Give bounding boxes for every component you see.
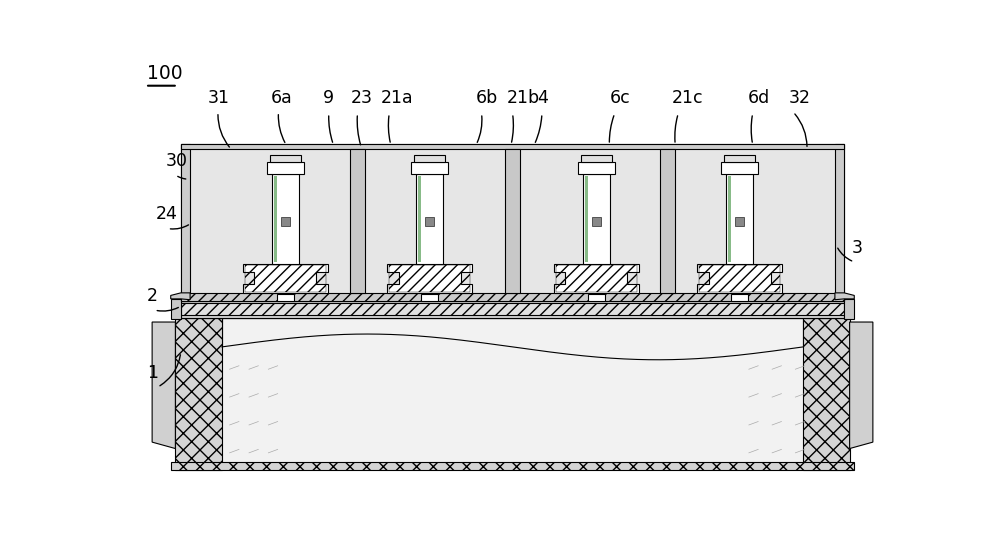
Bar xyxy=(581,155,612,162)
Polygon shape xyxy=(171,299,181,320)
Bar xyxy=(181,144,190,301)
Polygon shape xyxy=(171,293,190,300)
Bar xyxy=(735,217,744,226)
Polygon shape xyxy=(835,293,854,300)
Text: 32: 32 xyxy=(788,89,810,107)
Text: 21c: 21c xyxy=(672,89,704,107)
Bar xyxy=(421,294,438,301)
Bar xyxy=(425,217,434,226)
Bar xyxy=(505,149,520,293)
Bar xyxy=(721,162,758,174)
Text: 24: 24 xyxy=(156,206,178,223)
Bar xyxy=(411,162,448,174)
Bar xyxy=(171,462,854,470)
Bar xyxy=(556,265,637,291)
Bar xyxy=(803,317,850,470)
Text: 6b: 6b xyxy=(476,89,498,107)
Bar xyxy=(181,293,844,301)
Bar xyxy=(414,155,445,162)
Bar xyxy=(416,174,443,263)
Polygon shape xyxy=(387,263,472,293)
Bar xyxy=(728,176,731,262)
Bar xyxy=(272,174,299,263)
Bar xyxy=(578,162,615,174)
Text: 30: 30 xyxy=(166,152,188,170)
Text: 6a: 6a xyxy=(271,89,292,107)
Bar xyxy=(181,144,844,301)
Bar xyxy=(699,265,780,291)
Polygon shape xyxy=(152,322,175,448)
Bar xyxy=(731,294,748,301)
Bar xyxy=(267,162,304,174)
Bar xyxy=(588,294,605,301)
Text: 31: 31 xyxy=(208,89,230,107)
Bar xyxy=(270,155,301,162)
Polygon shape xyxy=(554,263,639,293)
Bar xyxy=(724,155,755,162)
Bar xyxy=(418,176,421,262)
Bar xyxy=(835,144,844,301)
Bar xyxy=(585,176,588,262)
Text: 21b: 21b xyxy=(507,89,540,107)
Bar xyxy=(281,217,290,226)
Bar xyxy=(389,265,470,291)
Bar xyxy=(583,174,610,263)
Polygon shape xyxy=(844,299,854,320)
Text: 6d: 6d xyxy=(747,89,770,107)
Bar xyxy=(175,317,222,470)
Bar xyxy=(181,301,844,303)
Bar xyxy=(350,149,365,293)
Polygon shape xyxy=(222,334,803,462)
Text: 3: 3 xyxy=(852,239,863,257)
Text: 21a: 21a xyxy=(381,89,413,107)
Bar xyxy=(181,315,844,317)
Bar xyxy=(726,174,753,263)
Bar xyxy=(660,149,675,293)
Bar xyxy=(181,144,844,149)
Bar xyxy=(222,317,803,462)
Polygon shape xyxy=(697,263,782,293)
Text: 23: 23 xyxy=(351,89,373,107)
Text: 2: 2 xyxy=(147,287,158,305)
Text: 100: 100 xyxy=(147,64,182,83)
Bar xyxy=(274,176,277,262)
Text: 4: 4 xyxy=(537,89,548,107)
Text: 9: 9 xyxy=(323,89,334,107)
Text: 6c: 6c xyxy=(609,89,630,107)
Bar xyxy=(245,265,326,291)
Bar xyxy=(181,301,844,317)
Polygon shape xyxy=(850,322,873,448)
Text: 1: 1 xyxy=(147,364,158,382)
Polygon shape xyxy=(243,263,328,293)
Bar xyxy=(592,217,601,226)
Bar xyxy=(277,294,294,301)
